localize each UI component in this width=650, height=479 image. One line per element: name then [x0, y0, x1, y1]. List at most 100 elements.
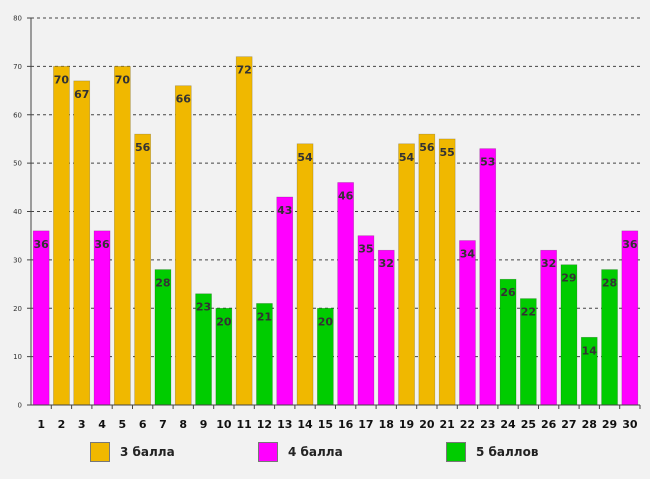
x-tick-label-19: 19: [399, 418, 414, 431]
data-label-19: 54: [399, 151, 415, 164]
x-tick-label-6: 6: [139, 418, 147, 431]
data-label-20: 56: [419, 141, 435, 154]
y-tick-label: 30: [13, 256, 22, 264]
legend-label-4: 4 балла: [288, 445, 343, 459]
y-tick-label: 10: [13, 353, 22, 361]
bar-22: [459, 240, 476, 406]
x-tick-label-25: 25: [521, 418, 536, 431]
bar-16: [337, 182, 354, 406]
data-label-3: 67: [74, 88, 89, 101]
x-tick-label-30: 30: [622, 418, 638, 431]
x-tick-label-13: 13: [277, 418, 292, 431]
bar-13: [276, 196, 294, 406]
x-tick-label-12: 12: [257, 418, 272, 431]
y-tick-label: 20: [13, 305, 22, 313]
data-label-23: 53: [480, 156, 495, 169]
bar-29: [601, 269, 618, 406]
bar-4: [93, 230, 111, 406]
x-tick-label-7: 7: [159, 418, 167, 431]
data-label-7: 28: [155, 277, 170, 290]
data-label-1: 36: [33, 238, 49, 251]
legend-swatch-4: [258, 442, 278, 462]
y-tick-label: 80: [13, 15, 22, 23]
data-label-2: 70: [54, 73, 70, 86]
bar-18: [377, 249, 395, 406]
data-label-15: 20: [318, 315, 334, 328]
data-label-27: 29: [561, 272, 576, 285]
x-tick-label-24: 24: [500, 418, 516, 431]
bar-6: [134, 133, 151, 406]
x-tick-label-8: 8: [179, 418, 187, 431]
x-tick-label-16: 16: [338, 418, 354, 431]
x-tick-label-22: 22: [460, 418, 475, 431]
bar-1: [32, 230, 50, 406]
legend-item-3: 3 балла: [90, 440, 175, 464]
x-tick-label-4: 4: [98, 418, 106, 431]
y-tick-label: 70: [13, 63, 22, 71]
data-labels: 36 70 67 36 70 56 28 66 23 20 72 21 43 54 20 46 35 32 54 56…: [33, 64, 637, 358]
data-label-25: 22: [521, 306, 536, 319]
data-label-24: 26: [500, 286, 516, 299]
data-label-21: 55: [439, 146, 454, 159]
bar-8: [174, 85, 192, 406]
data-label-26: 32: [541, 257, 556, 270]
x-tick-label-10: 10: [216, 418, 232, 431]
data-label-8: 66: [176, 93, 192, 106]
x-tick-label-11: 11: [236, 418, 251, 431]
bar-19: [398, 143, 415, 406]
data-label-18: 32: [379, 257, 394, 270]
bar-30: [621, 230, 639, 406]
x-tick-label-3: 3: [78, 418, 86, 431]
x-tick-label-29: 29: [602, 418, 617, 431]
x-tick-label-20: 20: [419, 418, 435, 431]
data-label-28: 14: [582, 344, 598, 357]
data-label-29: 28: [602, 277, 617, 290]
bar-2: [53, 66, 70, 406]
x-tick-label-9: 9: [200, 418, 208, 431]
y-tick-label: 50: [13, 160, 22, 168]
legend-item-5: 5 баллов: [446, 440, 538, 464]
data-label-17: 35: [358, 243, 373, 256]
bar-21: [438, 138, 456, 406]
bar-26: [540, 249, 557, 406]
bar-27: [560, 264, 578, 406]
bar-11: [235, 56, 253, 406]
x-tick-label-27: 27: [561, 418, 576, 431]
x-tick-label-18: 18: [379, 418, 394, 431]
data-label-12: 21: [257, 310, 272, 323]
x-tick-label-14: 14: [297, 418, 313, 431]
x-tick-label-17: 17: [358, 418, 373, 431]
legend-item-4: 4 балла: [258, 440, 343, 464]
x-tick-label-26: 26: [541, 418, 557, 431]
x-tick-label-23: 23: [480, 418, 495, 431]
bar-14: [296, 143, 314, 406]
bar-23: [479, 148, 497, 406]
y-tick-label: 0: [18, 402, 22, 410]
data-label-16: 46: [338, 189, 354, 202]
legend-swatch-5: [446, 442, 466, 462]
x-tick-label-5: 5: [119, 418, 127, 431]
x-tick-label-2: 2: [58, 418, 66, 431]
data-label-6: 56: [135, 141, 151, 154]
data-label-10: 20: [216, 315, 232, 328]
legend-label-5: 5 баллов: [476, 445, 539, 459]
y-tick-label: 40: [13, 208, 22, 216]
x-tick-label-21: 21: [439, 418, 454, 431]
x-tick-label-1: 1: [37, 418, 45, 431]
legend-swatch-3: [90, 442, 110, 462]
data-label-30: 36: [622, 238, 638, 251]
data-label-11: 72: [236, 64, 251, 77]
bar-5: [114, 66, 131, 406]
bar-17: [357, 235, 375, 406]
y-tick-label: 60: [13, 111, 22, 119]
data-label-9: 23: [196, 301, 211, 314]
x-tick-label-15: 15: [318, 418, 333, 431]
data-label-5: 70: [115, 73, 131, 86]
bar-7: [154, 269, 172, 406]
data-label-14: 54: [297, 151, 313, 164]
data-label-13: 43: [277, 204, 292, 217]
data-label-22: 34: [460, 248, 476, 261]
legend-label-3: 3 балла: [120, 445, 175, 459]
